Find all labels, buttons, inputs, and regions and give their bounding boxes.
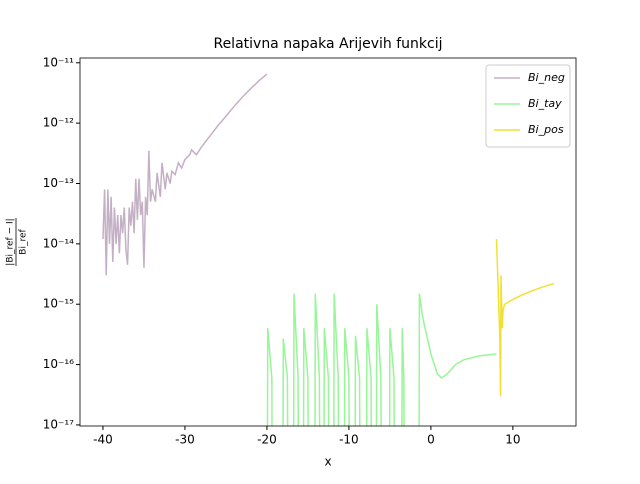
- y-tick-label: 10⁻¹⁷: [43, 417, 74, 431]
- y-label-numerator: |Bi_ref − I|: [6, 218, 16, 265]
- y-tick-label: 10⁻¹⁵: [43, 297, 74, 311]
- x-axis-label: x: [324, 455, 331, 469]
- x-tick-label: -20: [257, 433, 277, 447]
- legend-box: [485, 64, 571, 148]
- x-tick-label: 0: [427, 433, 435, 447]
- y-tick-label: 10⁻¹¹: [43, 55, 74, 69]
- x-tick-label: -30: [175, 433, 195, 447]
- series-line: [102, 73, 268, 276]
- series-line: [495, 239, 555, 397]
- x-tick-label: -10: [339, 433, 359, 447]
- legend-label: Bi_pos: [528, 123, 564, 136]
- series-line: [266, 293, 497, 426]
- legend-label: Bi_neg: [528, 71, 565, 84]
- legend: Bi_neg Bi_tay Bi_pos: [485, 64, 571, 148]
- legend-label: Bi_tay: [528, 97, 562, 110]
- chart-title: Relativna napaka Arijevih funkcij: [213, 36, 442, 52]
- y-tick-label: 10⁻¹²: [43, 116, 74, 130]
- x-tick-label: -40: [93, 433, 113, 447]
- plot-area: [102, 73, 555, 426]
- y-label-denominator: Bi_ref: [19, 228, 29, 254]
- x-tick-label: 10: [505, 433, 520, 447]
- y-tick-label: 10⁻¹⁶: [43, 357, 74, 371]
- y-tick-label: 10⁻¹⁴: [43, 236, 74, 250]
- y-axis-label: |Bi_ref − I| Bi_ref: [6, 218, 29, 266]
- axes-frame: [79, 57, 577, 427]
- y-tick-label: 10⁻¹³: [43, 176, 74, 190]
